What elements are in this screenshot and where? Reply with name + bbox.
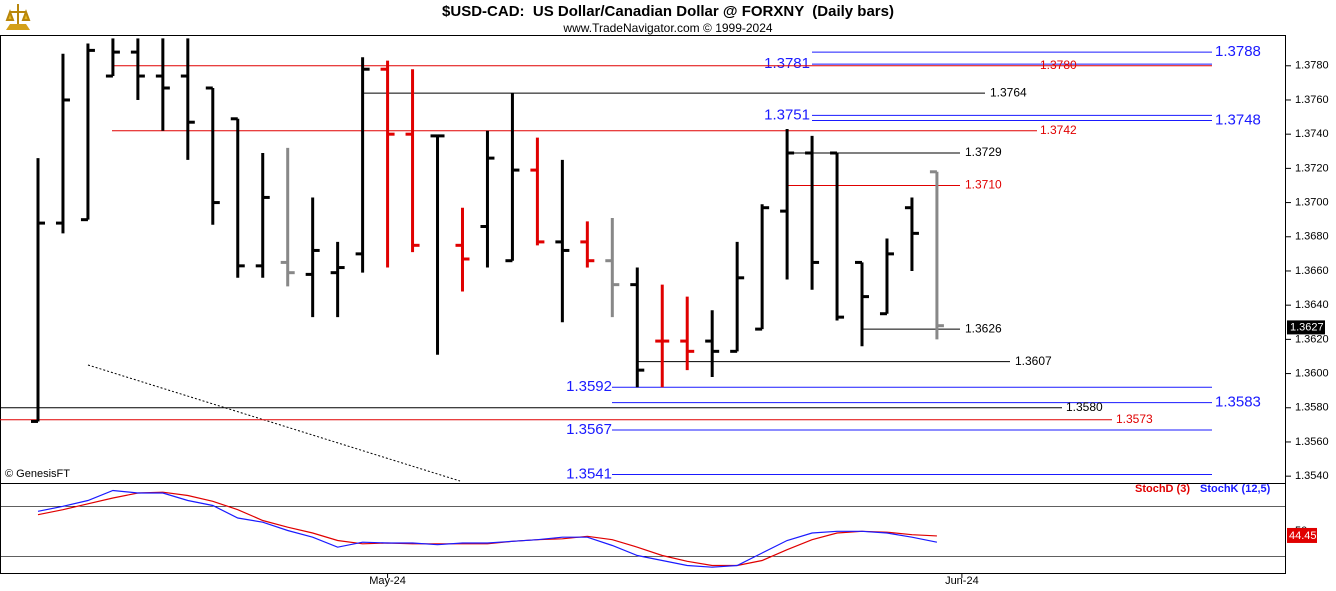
level-label: 1.3764 <box>990 85 1027 99</box>
y-tick-label: 1.3760 <box>1295 94 1329 106</box>
y-tick-label: 1.3720 <box>1295 162 1329 174</box>
x-tick-label: May-24 <box>369 575 406 587</box>
legend-label: StochK (12,5) <box>1200 483 1271 495</box>
y-tick-label: 1.3680 <box>1295 231 1329 243</box>
logo <box>5 4 31 30</box>
level-label: 1.3626 <box>965 321 1002 335</box>
y-tick-label: 1.3780 <box>1295 60 1329 72</box>
level-label: 1.3580 <box>1066 400 1103 414</box>
stoch-panel-frame <box>0 483 1286 574</box>
y-tick-label: 1.3660 <box>1295 265 1329 277</box>
last-price-box <box>1287 320 1325 335</box>
y-tick-label: 1.3640 <box>1295 299 1329 311</box>
y-tick-label: 1.3540 <box>1295 470 1329 482</box>
level-label: 1.3780 <box>1040 58 1077 72</box>
y-tick-label: 1.3560 <box>1295 436 1329 448</box>
legend-label: StochD (3) <box>1135 483 1190 495</box>
chart-subtitle: www.TradeNavigator.com © 1999-2024 <box>562 21 772 35</box>
source-note: © GenesisFT <box>5 468 70 480</box>
level-label: 1.3742 <box>1040 123 1077 137</box>
y-tick-label: 1.3700 <box>1295 196 1329 208</box>
last-price-label: 1.3627 <box>1290 321 1324 333</box>
level-label: 1.3781 <box>764 55 810 72</box>
y-tick-label: 1.3600 <box>1295 367 1329 379</box>
level-label: 1.3573 <box>1116 412 1153 426</box>
level-label: 1.3567 <box>566 421 612 438</box>
trend-line <box>87 364 461 482</box>
last-value-box <box>1287 527 1317 543</box>
level-label: 1.3729 <box>965 145 1002 159</box>
level-label: 1.3607 <box>1015 354 1052 368</box>
chart-title: $USD-CAD: US Dollar/Canadian Dollar @ FO… <box>442 3 894 20</box>
level-label: 1.3541 <box>566 465 612 482</box>
stoch-line <box>37 491 937 567</box>
y-tick-label: 1.3740 <box>1295 128 1329 140</box>
stoch-line <box>37 489 938 568</box>
x-tick-label: Jun-24 <box>945 575 979 587</box>
level-label: 1.3583 <box>1215 394 1261 411</box>
level-label: 1.3751 <box>764 106 810 123</box>
y-tick-label: 1.3620 <box>1295 333 1329 345</box>
last-value-label: 44.45 <box>1289 530 1317 542</box>
y-tick-label: 1.3580 <box>1295 402 1329 414</box>
level-label: 1.3788 <box>1215 43 1261 60</box>
level-label: 1.3748 <box>1215 111 1261 128</box>
level-label: 1.3710 <box>965 178 1002 192</box>
level-label: 1.3592 <box>566 378 612 395</box>
